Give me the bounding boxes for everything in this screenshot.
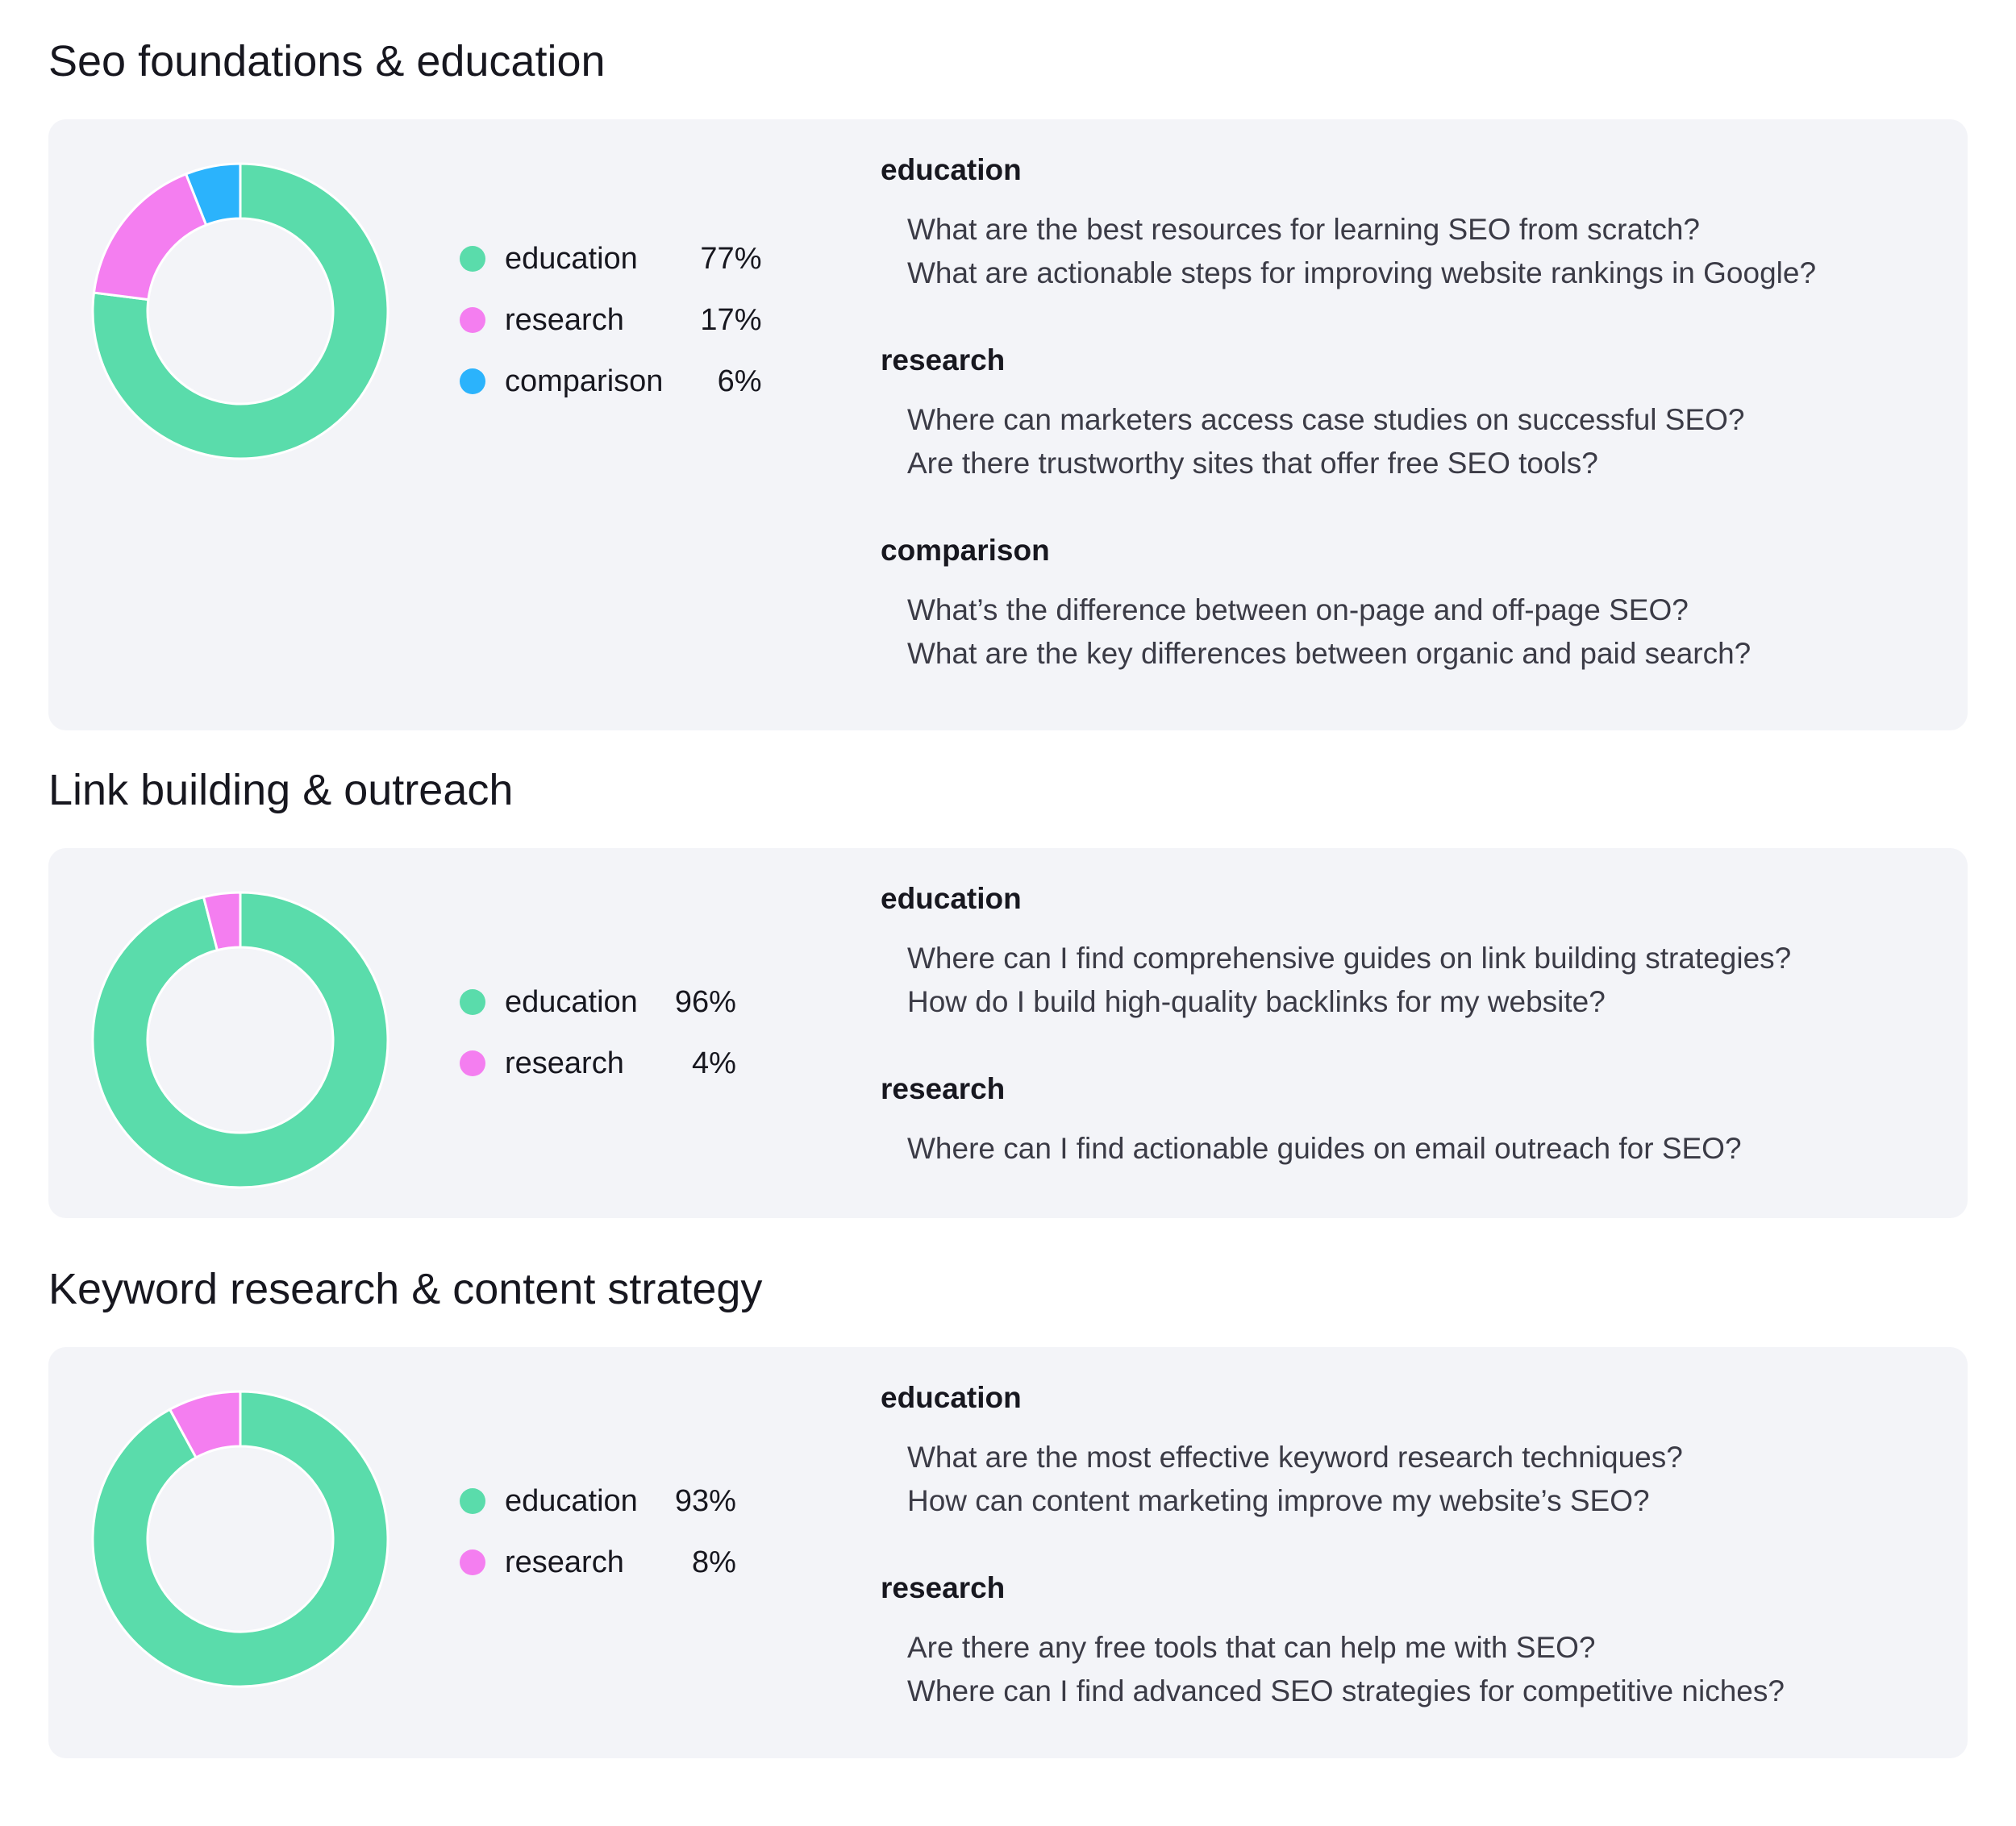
question-item: Where can I find comprehensive guides on… bbox=[907, 942, 1792, 975]
section-title: Keyword research & content strategy bbox=[48, 1265, 763, 1313]
group-heading: comparison bbox=[881, 534, 1050, 567]
question-group-education: education Where can I find comprehensive … bbox=[881, 880, 1791, 1024]
legend-percent: 77% bbox=[700, 242, 762, 276]
legend-label: comparison bbox=[505, 364, 664, 398]
legend-dot-research bbox=[460, 307, 485, 333]
legend-dot-comparison bbox=[460, 368, 485, 394]
question-item: How do I build high-quality backlinks fo… bbox=[907, 985, 1606, 1018]
question-item: What’s the difference between on-page an… bbox=[907, 593, 1689, 626]
donut-slice-research[interactable] bbox=[168, 1390, 242, 1459]
legend-percent: 96% bbox=[674, 985, 736, 1019]
legend-dot-education bbox=[460, 1488, 485, 1514]
donut-slice-comparison[interactable] bbox=[184, 162, 242, 227]
donut-slice-education[interactable] bbox=[91, 162, 389, 460]
question-item: What are the most effective keyword rese… bbox=[907, 1441, 1683, 1474]
question-item: Are there any free tools that can help m… bbox=[907, 1631, 1596, 1664]
legend-label: education bbox=[505, 242, 638, 276]
chart-legend: education 77% research 17% comparison 6% bbox=[460, 228, 761, 412]
donut-slice-research[interactable] bbox=[92, 172, 208, 302]
section-card: education 93% research 8% education What are … bbox=[48, 1347, 1968, 1758]
chart-legend: education 96% research 4% bbox=[460, 971, 736, 1094]
group-heading: education bbox=[881, 153, 1022, 186]
question-group-comparison: comparison What’s the difference between … bbox=[881, 532, 1816, 676]
donut-slice-education[interactable] bbox=[91, 1390, 389, 1688]
donut-chart bbox=[91, 162, 389, 460]
question-group-research: research Where can marketers access case … bbox=[881, 342, 1816, 485]
legend-percent: 93% bbox=[674, 1484, 736, 1518]
legend-label: education bbox=[505, 985, 638, 1019]
legend-percent: 4% bbox=[691, 1046, 736, 1080]
group-heading: research bbox=[881, 1571, 1006, 1604]
question-item: Where can I find advanced SEO strategies… bbox=[907, 1674, 1785, 1707]
group-heading: education bbox=[881, 882, 1022, 915]
section-title: Link building & outreach bbox=[48, 766, 514, 814]
question-item: What are actionable steps for improving … bbox=[907, 256, 1817, 289]
donut-chart bbox=[91, 891, 389, 1189]
legend-dot-research bbox=[460, 1050, 485, 1076]
section-1: Seo foundations & education education 77% r… bbox=[48, 37, 1968, 730]
question-group-education: education What are the most effective key… bbox=[881, 1379, 1785, 1523]
question-groups: education What are the best resources for… bbox=[881, 152, 1816, 676]
legend-dot-education bbox=[460, 989, 485, 1015]
question-groups: education Where can I find comprehensive … bbox=[881, 880, 1791, 1171]
group-heading: research bbox=[881, 1072, 1006, 1105]
section-card: education 96% research 4% education Where can… bbox=[48, 848, 1968, 1218]
legend-percent: 6% bbox=[717, 364, 762, 398]
question-groups: education What are the most effective key… bbox=[881, 1379, 1785, 1713]
section-card: education 77% research 17% comparison 6% educa… bbox=[48, 119, 1968, 730]
question-item: Where can marketers access case studies … bbox=[907, 403, 1745, 436]
question-item: Where can I find actionable guides on em… bbox=[907, 1132, 1742, 1165]
legend-label: research bbox=[505, 1545, 624, 1579]
legend-label: research bbox=[505, 1046, 624, 1080]
donut-chart bbox=[91, 1390, 389, 1688]
section-title: Seo foundations & education bbox=[48, 37, 606, 85]
donut-slice-research[interactable] bbox=[202, 891, 242, 952]
legend-dot-research bbox=[460, 1549, 485, 1575]
group-heading: research bbox=[881, 343, 1006, 376]
question-item: What are the key differences between org… bbox=[907, 637, 1752, 670]
legend-percent: 8% bbox=[691, 1545, 736, 1579]
group-heading: education bbox=[881, 1381, 1022, 1414]
question-item: Are there trustworthy sites that offer f… bbox=[907, 447, 1598, 480]
legend-label: education bbox=[505, 1484, 638, 1518]
section-3: Keyword research & content strategy educa… bbox=[48, 1265, 1968, 1758]
question-group-research: research Where can I find actionable guid… bbox=[881, 1071, 1791, 1171]
chart-legend: education 93% research 8% bbox=[460, 1470, 736, 1593]
question-group-education: education What are the best resources for… bbox=[881, 152, 1816, 295]
question-item: How can content marketing improve my web… bbox=[907, 1484, 1650, 1517]
legend-label: research bbox=[505, 303, 624, 337]
question-group-research: research Are there any free tools that ca… bbox=[881, 1570, 1785, 1713]
legend-percent: 17% bbox=[700, 303, 762, 337]
section-2: Link building & outreach education 96% rese… bbox=[48, 766, 1968, 1218]
donut-slice-education[interactable] bbox=[91, 891, 389, 1189]
legend-dot-education bbox=[460, 246, 485, 272]
question-item: What are the best resources for learning… bbox=[907, 213, 1700, 246]
